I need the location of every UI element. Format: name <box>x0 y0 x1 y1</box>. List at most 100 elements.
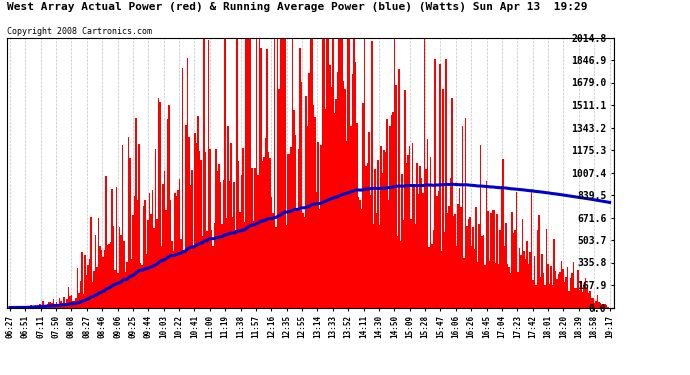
Bar <box>478 224 480 308</box>
Bar <box>504 246 505 308</box>
Bar <box>349 38 351 308</box>
Bar <box>506 264 508 308</box>
Bar <box>562 269 564 308</box>
Bar <box>166 210 167 308</box>
Bar <box>139 144 140 308</box>
Bar <box>364 38 366 308</box>
Bar <box>275 227 277 308</box>
Bar <box>125 272 126 308</box>
Bar <box>199 152 200 308</box>
Bar <box>359 200 361 308</box>
Bar <box>333 38 334 308</box>
Bar <box>496 214 497 308</box>
Bar <box>409 146 411 308</box>
Bar <box>455 246 457 308</box>
Bar <box>417 163 418 308</box>
Bar <box>195 143 197 308</box>
Bar <box>486 181 487 308</box>
Bar <box>571 273 573 308</box>
Bar <box>295 135 296 308</box>
Bar <box>469 217 471 308</box>
Bar <box>297 148 299 308</box>
Bar <box>122 145 124 308</box>
Bar <box>52 299 55 307</box>
Bar <box>475 207 477 308</box>
Bar <box>459 188 460 308</box>
Bar <box>437 191 439 308</box>
Bar <box>263 157 265 308</box>
Bar <box>41 305 42 308</box>
Bar <box>362 103 364 308</box>
Bar <box>320 145 322 308</box>
Bar <box>149 193 150 308</box>
Bar <box>168 105 170 308</box>
Bar <box>586 288 588 308</box>
Bar <box>99 246 101 308</box>
Bar <box>541 254 543 308</box>
Bar <box>553 239 555 308</box>
Bar <box>561 261 562 308</box>
Bar <box>317 142 319 308</box>
Bar <box>310 38 311 308</box>
Bar <box>55 304 56 307</box>
Bar <box>411 219 412 308</box>
Bar <box>157 219 158 308</box>
Bar <box>120 236 122 308</box>
Bar <box>453 216 454 308</box>
Bar <box>324 38 325 308</box>
Bar <box>301 82 302 308</box>
Bar <box>446 213 448 308</box>
Bar <box>287 154 288 308</box>
Bar <box>379 225 380 308</box>
Bar <box>107 245 108 308</box>
Bar <box>32 306 33 308</box>
Bar <box>158 98 159 308</box>
Bar <box>578 270 579 308</box>
Bar <box>212 246 214 308</box>
Bar <box>286 225 287 308</box>
Bar <box>116 187 117 308</box>
Bar <box>69 296 71 307</box>
Bar <box>113 226 115 308</box>
Bar <box>227 126 228 308</box>
Bar <box>200 160 201 308</box>
Bar <box>101 250 102 307</box>
Bar <box>63 297 65 307</box>
Bar <box>83 294 84 308</box>
Bar <box>570 278 571 308</box>
Bar <box>406 163 407 308</box>
Bar <box>546 229 547 308</box>
Bar <box>407 154 409 308</box>
Bar <box>304 217 305 308</box>
Bar <box>268 152 269 308</box>
Bar <box>92 282 93 308</box>
Bar <box>80 281 81 308</box>
Bar <box>210 230 212 308</box>
Bar <box>529 252 531 308</box>
Bar <box>161 246 162 308</box>
Bar <box>591 298 592 307</box>
Bar <box>284 38 286 308</box>
Bar <box>188 137 190 308</box>
Bar <box>353 38 355 308</box>
Bar <box>152 190 153 308</box>
Bar <box>368 132 370 308</box>
Bar <box>155 149 157 308</box>
Bar <box>495 263 496 308</box>
Bar <box>184 251 185 308</box>
Bar <box>513 232 514 308</box>
Bar <box>132 214 134 308</box>
Bar <box>435 59 436 308</box>
Bar <box>352 75 353 308</box>
Bar <box>108 244 110 308</box>
Bar <box>186 58 188 308</box>
Bar <box>65 303 66 307</box>
Bar <box>420 166 421 308</box>
Bar <box>224 38 226 308</box>
Bar <box>397 236 398 308</box>
Bar <box>93 271 95 308</box>
Bar <box>311 38 313 308</box>
Bar <box>510 273 511 308</box>
Bar <box>316 192 317 308</box>
Bar <box>29 307 30 308</box>
